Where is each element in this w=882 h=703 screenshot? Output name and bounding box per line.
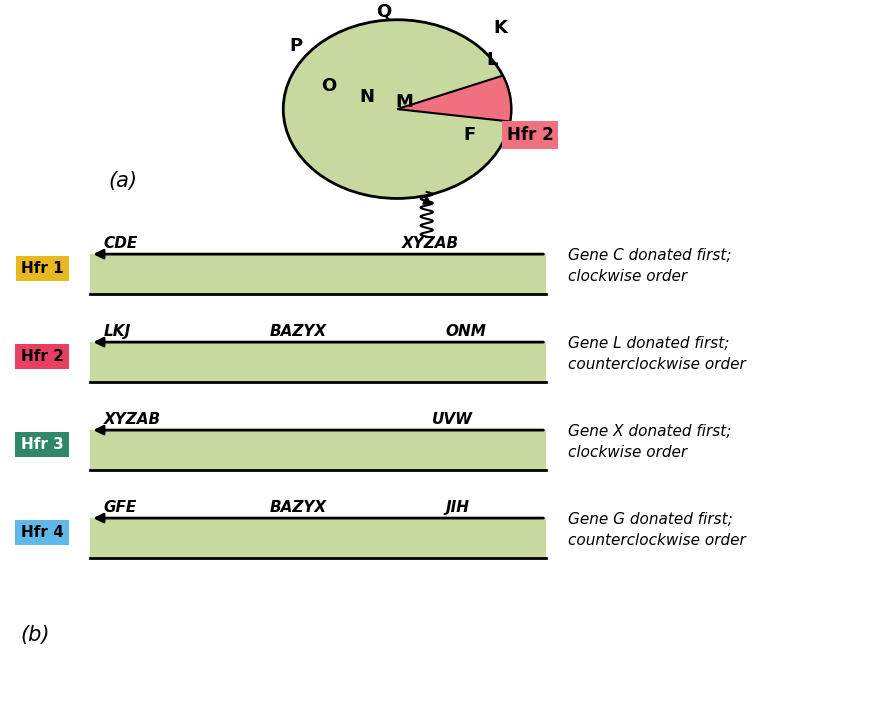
Text: LKJ: LKJ [103, 323, 131, 339]
Text: BAZYX: BAZYX [270, 323, 327, 339]
Text: O: O [321, 77, 336, 96]
Bar [91, 342, 546, 382]
Bar [91, 518, 546, 558]
Text: Hfr 2: Hfr 2 [507, 127, 554, 144]
Text: F: F [463, 127, 475, 144]
Text: L: L [486, 51, 497, 69]
Text: CDE: CDE [103, 236, 138, 251]
Text: XYZAB: XYZAB [401, 236, 459, 251]
Text: UVW: UVW [432, 412, 474, 427]
Text: JIH: JIH [445, 500, 469, 515]
Text: Q: Q [377, 3, 392, 20]
Text: GFE: GFE [103, 500, 137, 515]
Text: P: P [290, 37, 303, 55]
Text: Hfr 2: Hfr 2 [21, 349, 64, 364]
Text: Gene G donated first;
counterclockwise order: Gene G donated first; counterclockwise o… [568, 512, 746, 548]
Text: K: K [494, 19, 507, 37]
Bar [91, 254, 546, 294]
Text: Hfr 4: Hfr 4 [21, 525, 64, 540]
Text: XYZAB: XYZAB [103, 412, 161, 427]
Text: (b): (b) [20, 625, 49, 645]
Text: N: N [359, 89, 374, 106]
Text: Hfr 1: Hfr 1 [21, 261, 64, 276]
Text: (a): (a) [108, 172, 137, 191]
Bar [91, 430, 546, 470]
Circle shape [283, 20, 511, 198]
Text: BAZYX: BAZYX [270, 500, 327, 515]
Text: ONM: ONM [445, 323, 486, 339]
Text: Gene C donated first;
clockwise order: Gene C donated first; clockwise order [568, 248, 731, 284]
Text: Gene X donated first;
clockwise order: Gene X donated first; clockwise order [568, 424, 731, 460]
Text: M: M [395, 93, 413, 111]
Text: Gene L donated first;
counterclockwise order: Gene L donated first; counterclockwise o… [568, 336, 746, 372]
Wedge shape [397, 76, 511, 122]
Text: Hfr 3: Hfr 3 [21, 437, 64, 452]
